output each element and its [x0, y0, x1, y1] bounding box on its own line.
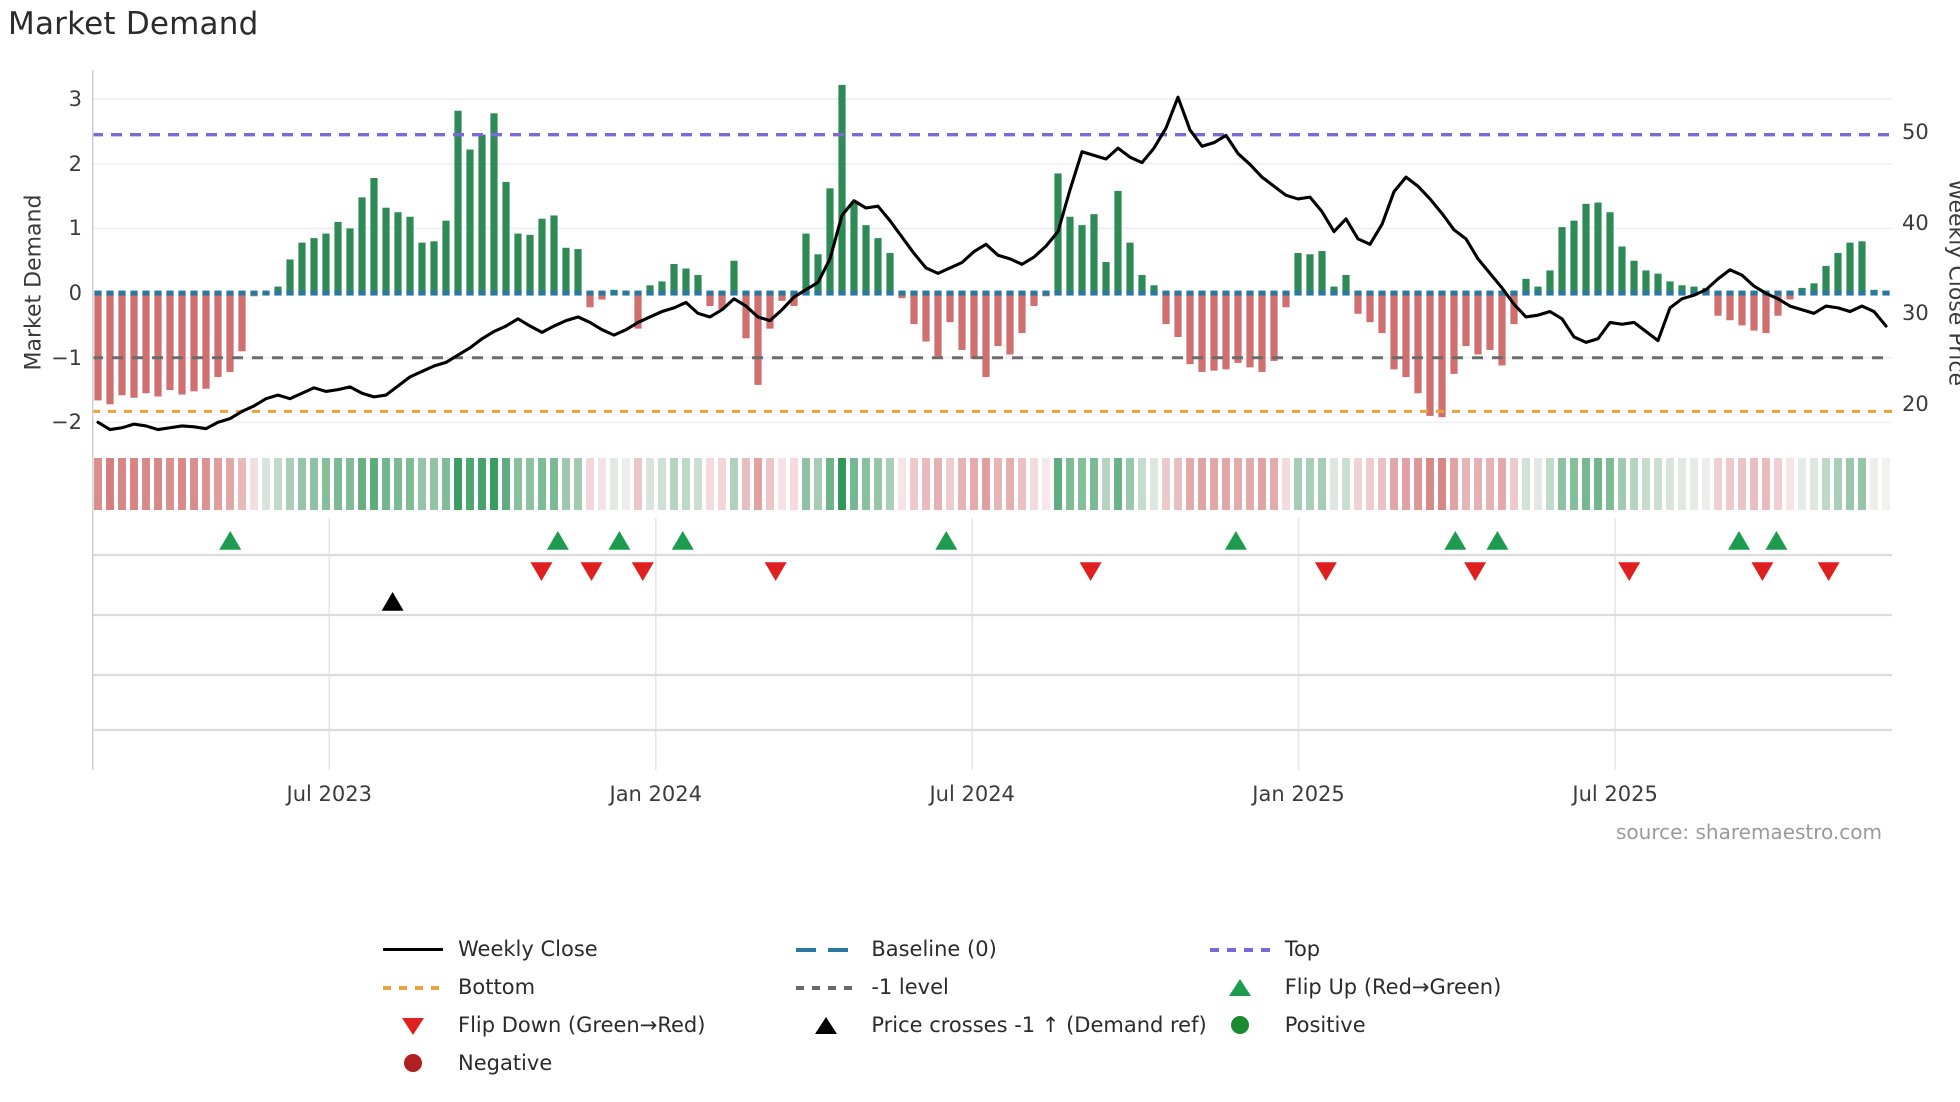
legend-item[interactable]: -1 level: [793, 975, 1206, 999]
flip-up-marker: [1728, 531, 1750, 550]
x-axis-tick: Jul 2023: [286, 782, 372, 806]
flip-down-marker: [631, 562, 654, 581]
price-cross-marker: [381, 592, 404, 611]
bottom-dotted-icon: [380, 976, 446, 998]
source-attribution: source: sharemaestro.com: [1616, 820, 1882, 844]
y-axis-right-tick: 30: [1902, 301, 1929, 326]
legend-item[interactable]: Positive: [1207, 1013, 1620, 1037]
legend-label: Flip Down (Green→Red): [458, 1013, 706, 1037]
baseline-dash-icon: [793, 938, 859, 960]
y-axis-left-tick: −1: [51, 345, 82, 370]
x-axis-tick: Jul 2024: [929, 782, 1015, 806]
y-axis-right-tick: 50: [1902, 119, 1929, 144]
y-axis-right-label: Weekly Close Price: [1943, 179, 1960, 386]
flip-up-marker: [1486, 531, 1509, 550]
legend-item[interactable]: Weekly Close: [380, 937, 793, 961]
flip-up-marker: [935, 531, 958, 550]
y-axis-left-tick: 0: [68, 281, 82, 306]
legend-label: Bottom: [458, 975, 536, 999]
legend-label: Negative: [458, 1051, 553, 1075]
minus-one-dotted-icon: [793, 976, 859, 998]
top-dotted-icon: [1207, 938, 1273, 960]
flip-down-marker: [530, 562, 553, 581]
flip-up-marker: [608, 531, 631, 550]
plot-area: 3 2 1 0 −1 −2 50 40 30 20 Jul 2023 Jan 2024 Jul 20…: [51, 70, 1929, 845]
legend-item[interactable]: Negative: [380, 1051, 793, 1075]
positive-circle-icon: [1207, 1014, 1273, 1036]
legend-label: Price crosses -1 ↑ (Demand ref): [871, 1013, 1207, 1037]
flip-down-marker: [764, 562, 787, 581]
flip-up-marker: [671, 531, 694, 550]
y-axis-right-tick: 40: [1902, 210, 1929, 235]
legend-label: Baseline (0): [871, 937, 997, 961]
flip-down-marker: [1464, 562, 1487, 581]
weekly-close-line-icon: [380, 938, 446, 960]
flip-down-marker: [580, 562, 603, 581]
legend-label: Top: [1284, 937, 1321, 961]
legend-item[interactable]: Price crosses -1 ↑ (Demand ref): [793, 1013, 1207, 1037]
x-axis-tick: Jul 2025: [1572, 782, 1658, 806]
page-title: Market Demand: [8, 6, 259, 42]
flip-up-marker: [1444, 531, 1467, 550]
legend-label: Weekly Close: [458, 937, 598, 961]
flip-down-marker: [1079, 562, 1102, 581]
chart-svg: [92, 70, 1892, 770]
flip-down-triangle-icon: [380, 1014, 446, 1036]
negative-circle-icon: [380, 1052, 446, 1074]
flip-down-marker: [1751, 562, 1774, 581]
legend-item[interactable]: Bottom: [380, 975, 793, 999]
flip-down-marker: [1817, 562, 1840, 581]
legend-label: Positive: [1284, 1013, 1366, 1037]
flip-up-marker: [1765, 531, 1788, 550]
flip-up-marker: [1224, 531, 1247, 550]
legend-item[interactable]: Top: [1207, 937, 1620, 961]
flip-up-triangle-icon: [1207, 976, 1273, 998]
legend-item[interactable]: Flip Down (Green→Red): [380, 1013, 793, 1037]
y-axis-left-tick: 3: [68, 87, 82, 112]
flip-up-marker: [219, 531, 242, 550]
legend-label: Flip Up (Red→Green): [1284, 975, 1502, 999]
flip-down-marker: [1314, 562, 1337, 581]
x-axis-tick: Jan 2024: [609, 782, 703, 806]
chart-legend: Weekly Close Baseline (0) Top Bottom -1 leve…: [380, 930, 1620, 1082]
legend-item[interactable]: Flip Up (Red→Green): [1207, 975, 1620, 999]
x-axis-tick: Jan 2025: [1252, 782, 1345, 806]
y-axis-left-tick: −2: [51, 410, 82, 435]
flip-up-marker: [546, 531, 569, 550]
flip-down-marker: [1618, 562, 1641, 581]
y-axis-left-tick: 1: [68, 216, 82, 241]
legend-label: -1 level: [871, 975, 949, 999]
legend-item[interactable]: Baseline (0): [793, 937, 1206, 961]
price-cross-triangle-icon: [793, 1014, 859, 1036]
y-axis-left-label: Market Demand: [21, 194, 47, 371]
y-axis-right-tick: 20: [1902, 392, 1929, 417]
y-axis-left-tick: 2: [68, 151, 82, 176]
